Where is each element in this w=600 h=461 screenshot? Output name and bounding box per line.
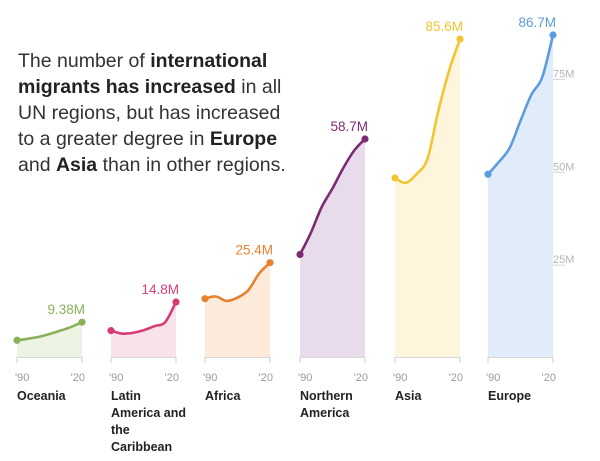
x-tick-label-start-northern-america: '90 xyxy=(298,372,312,384)
end-point-europe xyxy=(549,31,557,39)
headline-text-1: The number of xyxy=(18,50,151,72)
start-point-northern-america xyxy=(296,250,304,259)
y-tick-label-25: 25M xyxy=(553,254,574,266)
headline-bold-migrants: international migrants has increased xyxy=(18,50,268,98)
x-tick-label-end-europe: '20 xyxy=(542,372,556,384)
end-value-label-africa: 25.4M xyxy=(235,243,273,258)
x-tick-label-end-africa: '20 xyxy=(259,372,273,384)
line-europe xyxy=(486,33,555,176)
end-value-label-asia: 85.6M xyxy=(425,19,463,34)
line-asia xyxy=(393,37,462,185)
line-latin-america-and-the-caribbean xyxy=(109,300,178,336)
start-point-oceania xyxy=(13,336,21,344)
x-tick-label-start-africa: '90 xyxy=(203,372,217,384)
region-label-line-1: Asia xyxy=(395,389,422,403)
end-value-label-europe: 86.7M xyxy=(518,15,556,30)
end-value-label-latin-america-and-the-caribbean: 14.8M xyxy=(141,282,179,297)
x-tick-label-end-northern-america: '20 xyxy=(354,372,368,384)
headline: The number of international migrants has… xyxy=(18,48,288,178)
region-label-line-1: Northern xyxy=(300,389,353,403)
x-tick-label-start-asia: '90 xyxy=(393,372,407,384)
region-label-northern-america: Northern America xyxy=(300,388,390,422)
region-label-line-3: the xyxy=(111,423,130,437)
region-label-line-4: Caribbean xyxy=(111,440,173,454)
x-tick-label-start-europe: '90 xyxy=(486,372,500,384)
headline-bold-asia: Asia xyxy=(55,154,98,176)
headline-text-4: than in other regions. xyxy=(97,154,286,176)
headline-text-2: in all UN regions, but has increased to … xyxy=(18,76,282,150)
y-tick-label-75: 75M xyxy=(553,68,574,80)
area-oceania xyxy=(17,322,82,357)
line-oceania xyxy=(15,320,84,342)
headline-text-3: and xyxy=(18,154,56,176)
area-asia xyxy=(395,39,460,357)
region-label-europe: Europe xyxy=(488,388,578,405)
x-tick-label-start-oceania: '90 xyxy=(15,372,29,384)
x-tick-label-end-latin-america-and-the-caribbean: '20 xyxy=(165,372,179,384)
end-point-northern-america xyxy=(361,135,369,143)
end-point-latin-america-and-the-caribbean xyxy=(172,298,180,306)
x-tick-label-end-oceania: '20 xyxy=(71,372,85,384)
start-point-africa xyxy=(201,295,209,303)
line-northern-america xyxy=(298,137,367,256)
area-latin-america-and-the-caribbean xyxy=(111,302,176,357)
end-point-africa xyxy=(266,259,274,267)
region-label-oceania: Oceania xyxy=(17,388,107,405)
x-tick-label-end-asia: '20 xyxy=(449,372,463,384)
region-label-asia: Asia xyxy=(395,388,485,405)
region-label-line-1: Africa xyxy=(205,389,241,403)
line-africa xyxy=(203,261,272,303)
region-label-line-1: Oceania xyxy=(17,389,66,403)
region-label-latin-america-and-the-caribbean: Latin America and the Caribbean xyxy=(111,388,201,456)
region-label-line-1: Latin xyxy=(111,389,141,403)
region-label-line-2: America and xyxy=(111,406,187,420)
end-point-asia xyxy=(456,35,464,43)
y-tick-label-50: 50M xyxy=(553,161,574,173)
headline-bold-europe: Europe xyxy=(209,128,278,150)
x-tick-label-start-latin-america-and-the-caribbean: '90 xyxy=(109,372,123,384)
end-value-label-northern-america: 58.7M xyxy=(330,119,368,134)
start-point-asia xyxy=(391,174,399,182)
region-label-line-1: Europe xyxy=(488,389,532,403)
area-europe xyxy=(488,35,553,357)
start-point-latin-america-and-the-caribbean xyxy=(107,327,115,335)
start-point-europe xyxy=(484,170,492,178)
area-africa xyxy=(205,262,270,357)
end-value-label-oceania: 9.38M xyxy=(47,302,85,317)
region-label-line-2: America xyxy=(300,406,350,420)
end-point-oceania xyxy=(78,318,86,326)
region-label-africa: Africa xyxy=(205,388,295,405)
area-northern-america xyxy=(300,139,365,357)
